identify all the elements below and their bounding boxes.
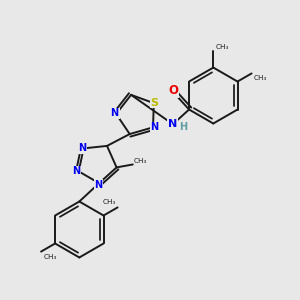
Text: N: N — [72, 167, 80, 176]
Text: CH₃: CH₃ — [215, 44, 229, 50]
Text: CH₃: CH₃ — [102, 199, 116, 205]
Text: CH₃: CH₃ — [254, 75, 267, 81]
Text: CH₃: CH₃ — [134, 158, 147, 164]
Text: N: N — [78, 143, 86, 153]
Text: N: N — [150, 122, 158, 132]
Text: S: S — [150, 98, 158, 108]
Text: N: N — [111, 108, 119, 118]
Text: H: H — [179, 122, 187, 132]
Text: O: O — [168, 85, 178, 98]
Text: N: N — [168, 119, 178, 129]
Text: N: N — [94, 180, 103, 190]
Text: CH₃: CH₃ — [43, 254, 56, 260]
